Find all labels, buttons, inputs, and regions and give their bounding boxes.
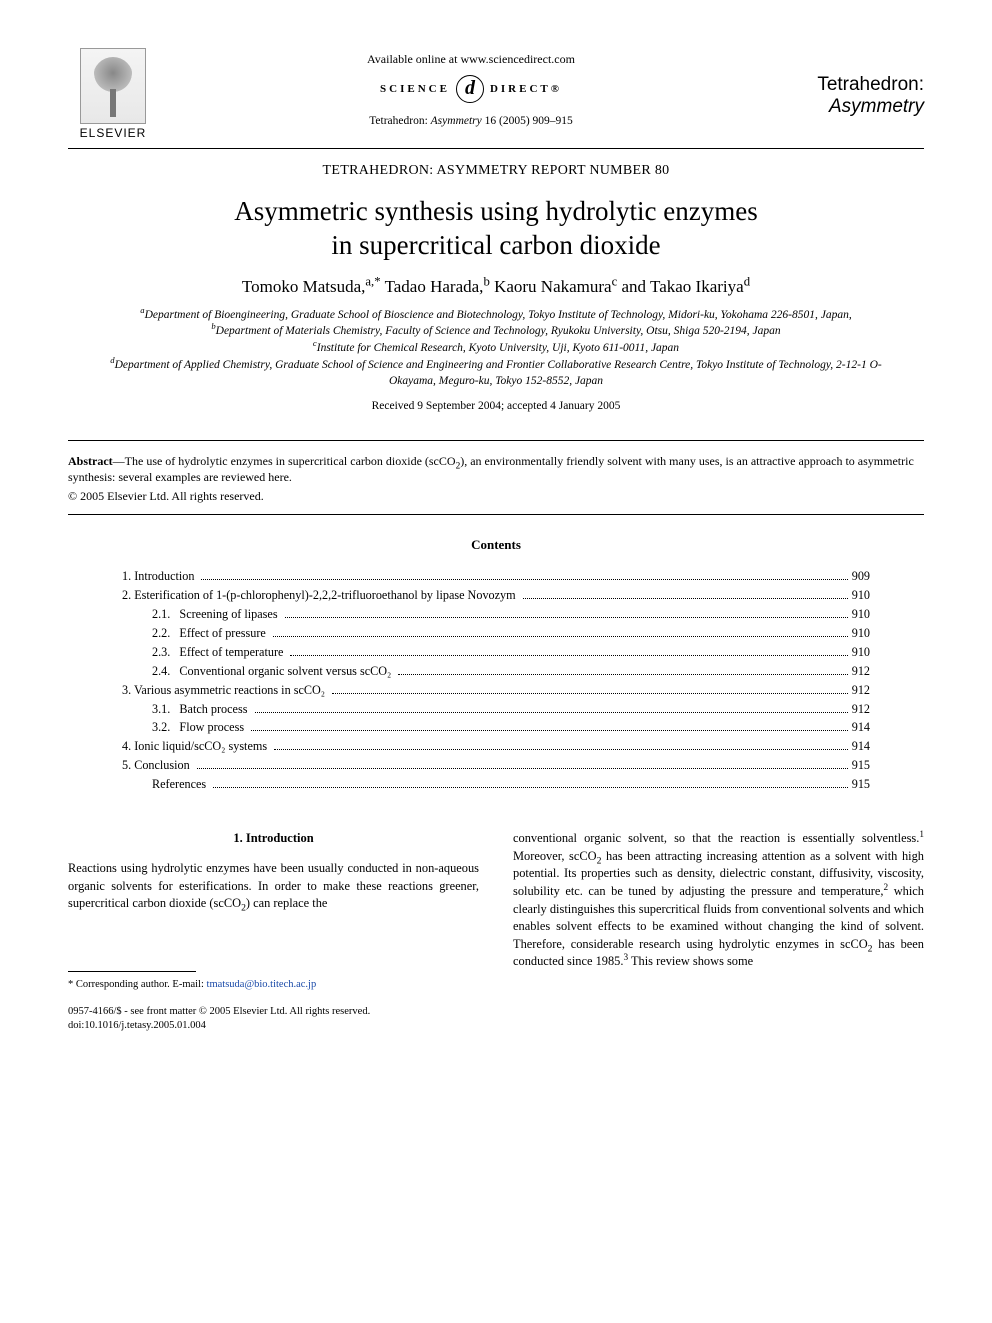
abstract-rule bbox=[68, 514, 924, 515]
affiliation-line: dDepartment of Applied Chemistry, Gradua… bbox=[88, 357, 904, 390]
toc-leader-dots bbox=[197, 768, 848, 769]
intro-para-right: conventional organic solvent, so that th… bbox=[513, 830, 924, 971]
copyright-line: © 2005 Elsevier Ltd. All rights reserved… bbox=[68, 489, 924, 504]
page-header: ELSEVIER Available online at www.science… bbox=[68, 48, 924, 140]
footnote-block: * Corresponding author. E-mail: tmatsuda… bbox=[68, 971, 479, 1034]
toc-row: 4. Ionic liquid/scCO₂ systems 914 bbox=[122, 737, 870, 756]
title-line1: Asymmetric synthesis using hydrolytic en… bbox=[234, 196, 757, 226]
abstract-body: —The use of hydrolytic enzymes in superc… bbox=[68, 454, 914, 484]
toc-leader-dots bbox=[274, 749, 848, 750]
toc-page: 912 bbox=[852, 700, 870, 719]
toc-page: 910 bbox=[852, 624, 870, 643]
abstract-label: Abstract bbox=[68, 454, 113, 468]
sd-text-right: DIRECT® bbox=[490, 83, 562, 95]
toc-label: 4. Ionic liquid/scCO₂ systems bbox=[122, 737, 270, 756]
header-center: Available online at www.sciencedirect.co… bbox=[158, 48, 784, 127]
toc-row: 2.1. Screening of lipases 910 bbox=[122, 605, 870, 624]
toc-page: 912 bbox=[852, 681, 870, 700]
footnote-rule bbox=[68, 971, 196, 972]
toc-leader-dots bbox=[201, 579, 847, 580]
toc-row: 3.1. Batch process 912 bbox=[122, 700, 870, 719]
toc-page: 910 bbox=[852, 643, 870, 662]
toc-page: 909 bbox=[852, 567, 870, 586]
toc-leader-dots bbox=[273, 636, 848, 637]
issn-line: 0957-4166/$ - see front matter © 2005 El… bbox=[68, 1005, 479, 1020]
journal-ref-prefix: Tetrahedron: bbox=[369, 115, 430, 127]
toc-label: 5. Conclusion bbox=[122, 756, 193, 775]
journal-reference: Tetrahedron: Asymmetry 16 (2005) 909–915 bbox=[158, 115, 784, 127]
toc-leader-dots bbox=[251, 730, 848, 731]
toc-row: 2.4. Conventional organic solvent versus… bbox=[122, 662, 870, 681]
toc-leader-dots bbox=[213, 787, 848, 788]
toc-row: 2.2. Effect of pressure 910 bbox=[122, 624, 870, 643]
corresponding-email-link[interactable]: tmatsuda@bio.titech.ac.jp bbox=[207, 979, 317, 990]
toc-label: 2.2. Effect of pressure bbox=[152, 624, 269, 643]
toc-leader-dots bbox=[255, 712, 848, 713]
corresponding-author-footnote: * Corresponding author. E-mail: tmatsuda… bbox=[68, 978, 479, 993]
toc-page: 912 bbox=[852, 662, 870, 681]
elsevier-tree-icon bbox=[80, 48, 146, 124]
toc-label: 2.1. Screening of lipases bbox=[152, 605, 281, 624]
toc-page: 914 bbox=[852, 718, 870, 737]
toc-label: 2.3. Effect of temperature bbox=[152, 643, 286, 662]
toc-label: 3.2. Flow process bbox=[152, 718, 247, 737]
table-of-contents: 1. Introduction 9092. Esterification of … bbox=[122, 567, 870, 794]
sciencedirect-logo: SCIENCE d DIRECT® bbox=[380, 75, 562, 103]
received-accepted-dates: Received 9 September 2004; accepted 4 Ja… bbox=[68, 400, 924, 412]
toc-page: 910 bbox=[852, 605, 870, 624]
toc-page: 910 bbox=[852, 586, 870, 605]
toc-page: 914 bbox=[852, 737, 870, 756]
doi-line: doi:10.1016/j.tetasy.2005.01.004 bbox=[68, 1019, 479, 1034]
corr-label: * Corresponding author. E-mail: bbox=[68, 979, 207, 990]
report-number: TETRAHEDRON: ASYMMETRY REPORT NUMBER 80 bbox=[68, 163, 924, 179]
toc-label: References bbox=[152, 775, 209, 794]
toc-leader-dots bbox=[332, 693, 848, 694]
right-column: conventional organic solvent, so that th… bbox=[513, 830, 924, 1034]
toc-label: 2. Esterification of 1-(p-chlorophenyl)-… bbox=[122, 586, 519, 605]
affiliation-line: cInstitute for Chemical Research, Kyoto … bbox=[88, 340, 904, 357]
article-title: Asymmetric synthesis using hydrolytic en… bbox=[68, 195, 924, 263]
authors: Tomoko Matsuda,a,* Tadao Harada,b Kaoru … bbox=[68, 277, 924, 297]
journal-ref-italic: Asymmetry bbox=[431, 115, 482, 127]
toc-page: 915 bbox=[852, 756, 870, 775]
journal-ref-rest: 16 (2005) 909–915 bbox=[482, 115, 573, 127]
available-online-line: Available online at www.sciencedirect.co… bbox=[158, 52, 784, 67]
affiliation-line: bDepartment of Materials Chemistry, Facu… bbox=[88, 323, 904, 340]
toc-leader-dots bbox=[285, 617, 848, 618]
toc-row: 5. Conclusion 915 bbox=[122, 756, 870, 775]
toc-row: 2. Esterification of 1-(p-chlorophenyl)-… bbox=[122, 586, 870, 605]
toc-page: 915 bbox=[852, 775, 870, 794]
header-rule bbox=[68, 148, 924, 149]
section-1-heading: 1. Introduction bbox=[68, 830, 479, 848]
toc-label: 3. Various asymmetric reactions in scCO₂ bbox=[122, 681, 328, 700]
journal-title-line1: Tetrahedron: bbox=[784, 74, 924, 96]
publisher-logo-block: ELSEVIER bbox=[68, 48, 158, 140]
intro-para-left: Reactions using hydrolytic enzymes have … bbox=[68, 860, 479, 913]
toc-leader-dots bbox=[290, 655, 847, 656]
sd-text-left: SCIENCE bbox=[380, 83, 450, 95]
title-line2: in supercritical carbon dioxide bbox=[331, 230, 660, 260]
journal-title-block: Tetrahedron: Asymmetry bbox=[784, 48, 924, 118]
toc-label: 3.1. Batch process bbox=[152, 700, 251, 719]
affiliations: aDepartment of Bioengineering, Graduate … bbox=[88, 307, 904, 390]
toc-leader-dots bbox=[398, 674, 847, 675]
toc-label: 1. Introduction bbox=[122, 567, 197, 586]
toc-label: 2.4. Conventional organic solvent versus… bbox=[152, 662, 394, 681]
abstract: Abstract—The use of hydrolytic enzymes i… bbox=[68, 440, 924, 485]
sd-d-icon: d bbox=[456, 75, 484, 103]
toc-leader-dots bbox=[523, 598, 848, 599]
toc-row: 3.2. Flow process 914 bbox=[122, 718, 870, 737]
toc-row: 3. Various asymmetric reactions in scCO₂… bbox=[122, 681, 870, 700]
left-column: 1. Introduction Reactions using hydrolyt… bbox=[68, 830, 479, 1034]
journal-title-line2: Asymmetry bbox=[784, 96, 924, 118]
contents-heading: Contents bbox=[68, 537, 924, 553]
toc-row: 1. Introduction 909 bbox=[122, 567, 870, 586]
toc-row: References 915 bbox=[122, 775, 870, 794]
publisher-name: ELSEVIER bbox=[80, 126, 147, 140]
body-columns: 1. Introduction Reactions using hydrolyt… bbox=[68, 830, 924, 1034]
toc-row: 2.3. Effect of temperature 910 bbox=[122, 643, 870, 662]
